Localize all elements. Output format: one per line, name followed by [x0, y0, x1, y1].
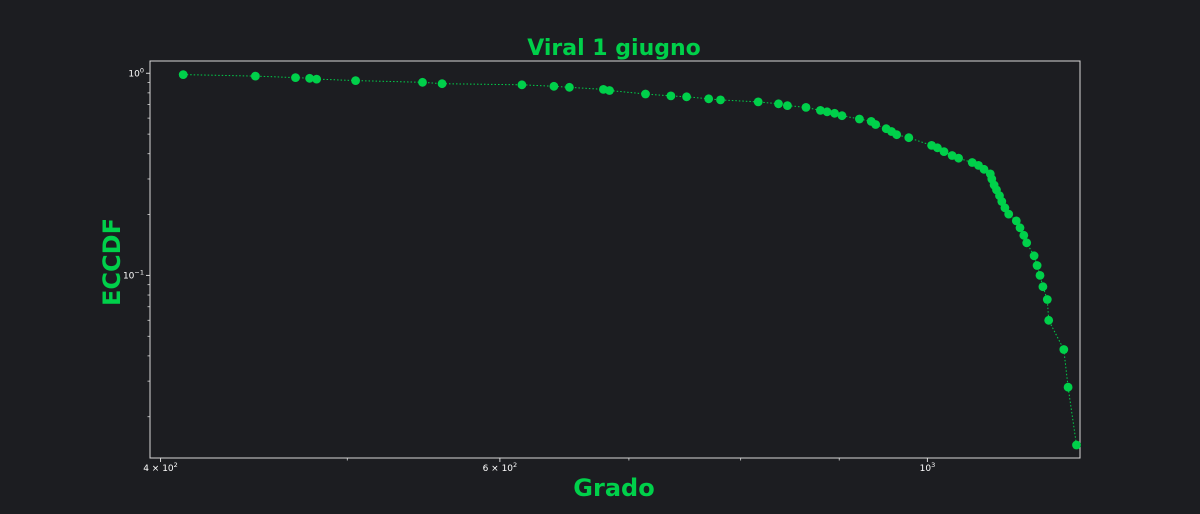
x-tick-label: 4 × 102: [143, 461, 178, 474]
axis-ticks: 4 × 102 6 × 102 103 100 10−1: [123, 66, 935, 474]
data-point: [1022, 238, 1032, 248]
data-point: [549, 81, 559, 91]
data-point: [1015, 223, 1025, 233]
data-point: [753, 97, 763, 107]
data-point: [682, 92, 691, 102]
x-tick-label: 103: [920, 461, 936, 474]
data-point: [933, 143, 942, 153]
data-point: [904, 133, 914, 143]
data-point: [517, 80, 527, 90]
chart-title: Viral 1 giugno: [527, 36, 701, 61]
data-point: [666, 91, 676, 101]
data-point: [1063, 382, 1073, 392]
data-point: [291, 73, 300, 82]
data-point: [816, 106, 825, 115]
data-series: [178, 70, 1081, 450]
data-point: [178, 70, 188, 79]
data-point: [704, 94, 714, 104]
data-point: [783, 101, 792, 110]
data-point: [251, 71, 260, 81]
data-point: [837, 111, 847, 121]
data-point: [1029, 251, 1039, 261]
x-tick-label: 6 × 102: [483, 461, 518, 474]
data-point: [305, 73, 314, 83]
data-point: [979, 164, 989, 174]
data-point: [1035, 271, 1045, 280]
data-point: [437, 79, 447, 89]
data-point: [830, 108, 839, 118]
plot-area-frame: [149, 60, 1081, 459]
data-point: [312, 74, 321, 84]
data-point: [716, 95, 725, 105]
series-line: [183, 74, 1077, 446]
data-point: [641, 89, 650, 99]
data-point: [605, 86, 614, 95]
y-axis-label: ECCDF: [98, 218, 126, 306]
data-point: [1042, 295, 1052, 304]
data-point: [1032, 261, 1042, 270]
data-point: [822, 107, 832, 117]
data-point: [774, 99, 783, 109]
data-point: [1038, 282, 1048, 292]
data-point: [351, 76, 360, 85]
data-point: [939, 147, 949, 157]
data-point: [1044, 315, 1054, 325]
data-point: [892, 130, 902, 140]
data-point: [871, 120, 880, 129]
data-point: [565, 82, 574, 92]
data-point: [1004, 209, 1014, 219]
data-point: [418, 77, 427, 87]
data-point: [1072, 440, 1081, 450]
y-tick-label: 10−1: [123, 268, 144, 281]
data-point: [1019, 230, 1029, 240]
data-point: [1000, 203, 1010, 213]
data-point: [801, 103, 811, 112]
data-point: [1059, 345, 1069, 354]
data-point: [954, 153, 963, 163]
y-tick-label: 100: [128, 66, 144, 79]
data-point: [855, 114, 864, 124]
data-point: [1011, 216, 1021, 226]
x-axis-label: Grado: [573, 474, 654, 502]
